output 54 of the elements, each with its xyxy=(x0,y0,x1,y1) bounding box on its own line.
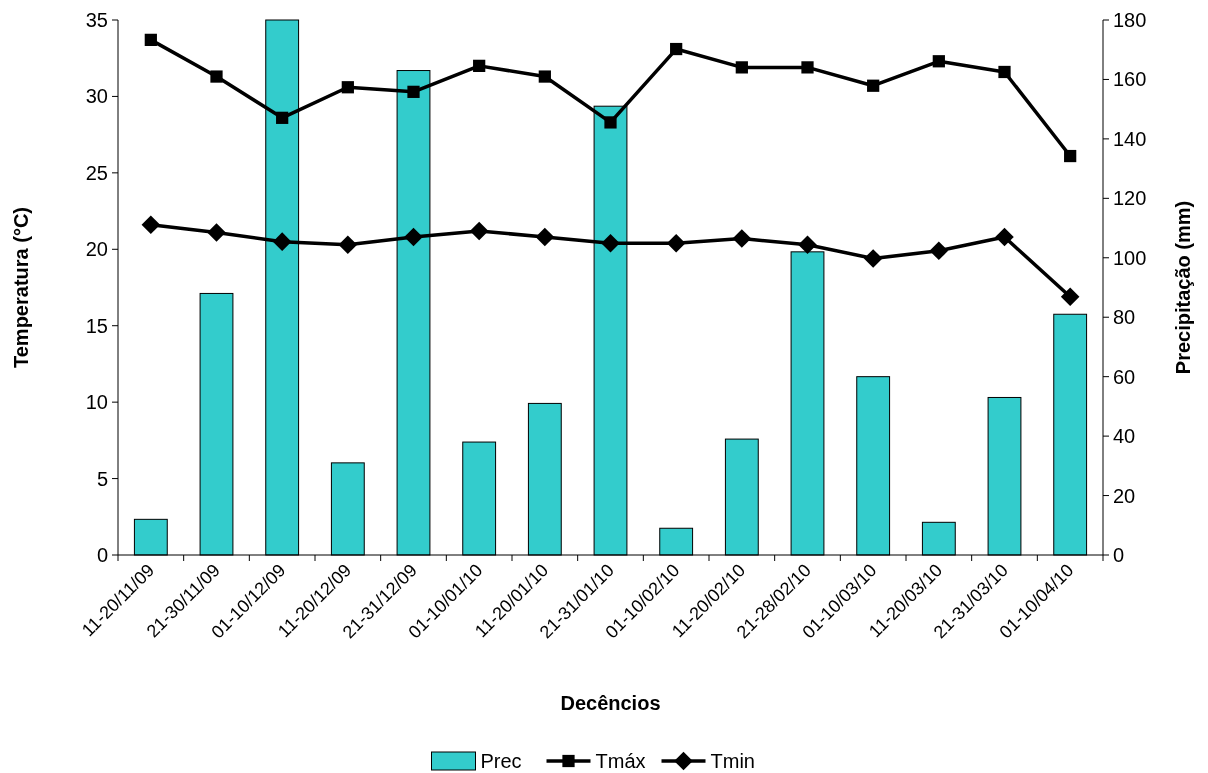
point xyxy=(341,81,354,94)
y2-tick-label: 60 xyxy=(1113,365,1136,388)
y2-tick-label: 120 xyxy=(1113,187,1147,210)
point xyxy=(535,227,555,247)
point xyxy=(338,235,358,254)
point xyxy=(670,42,683,56)
point xyxy=(404,227,423,247)
point xyxy=(1064,149,1077,163)
point xyxy=(666,233,686,253)
y2-tick-label: 140 xyxy=(1113,127,1147,150)
y-tick-label: 30 xyxy=(85,85,108,108)
legend-label: Tmáx xyxy=(595,750,646,772)
point xyxy=(207,223,226,242)
point xyxy=(801,61,814,74)
y-tick-label: 25 xyxy=(85,161,108,184)
point xyxy=(998,65,1011,79)
point xyxy=(407,85,420,98)
y2-axis-title: Precipitação (mm) xyxy=(1172,200,1194,375)
point xyxy=(473,59,486,72)
y-tick-label: 35 xyxy=(85,9,108,31)
y-tick-label: 5 xyxy=(96,467,108,490)
y2-tick-label: 20 xyxy=(1113,484,1136,507)
y-tick-label: 0 xyxy=(96,544,108,566)
point xyxy=(604,116,617,129)
point xyxy=(601,233,620,253)
y2-tick-label: 80 xyxy=(1113,306,1136,329)
legend-label: Prec xyxy=(480,750,522,772)
point xyxy=(867,79,880,92)
point xyxy=(929,241,949,261)
y2-tick-label: 100 xyxy=(1113,246,1147,269)
y2-tick-label: 160 xyxy=(1113,68,1147,91)
point xyxy=(141,215,161,235)
point xyxy=(144,33,157,46)
y-tick-label: 10 xyxy=(85,391,108,414)
y-axis-title: Temperatura (°C) xyxy=(10,207,32,368)
point xyxy=(469,221,489,241)
point xyxy=(732,229,752,248)
y-tick-label: 15 xyxy=(85,314,108,337)
y2-tick-label: 40 xyxy=(1113,425,1136,448)
x-axis-title: Decêncios xyxy=(560,692,661,714)
point xyxy=(995,227,1014,247)
point xyxy=(798,235,817,254)
point xyxy=(735,61,748,74)
point xyxy=(1060,287,1080,306)
y2-tick-label: 180 xyxy=(1113,9,1147,31)
y-tick-label: 20 xyxy=(85,238,108,261)
point xyxy=(272,232,292,251)
y2-tick-label: 0 xyxy=(1113,544,1125,566)
legend-label: Tmin xyxy=(710,750,755,772)
point xyxy=(932,55,945,68)
point xyxy=(863,249,883,268)
point xyxy=(276,111,289,124)
point xyxy=(210,70,223,83)
point xyxy=(538,70,551,83)
